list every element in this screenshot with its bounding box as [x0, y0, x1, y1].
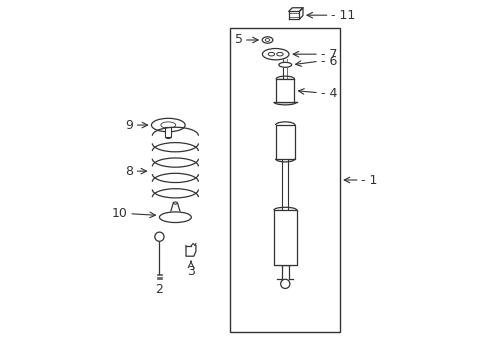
Text: 9: 9 — [125, 118, 133, 131]
Ellipse shape — [173, 202, 177, 204]
Bar — [273, 210, 296, 265]
Text: - 11: - 11 — [331, 9, 355, 22]
Text: - 1: - 1 — [361, 174, 377, 186]
Text: 5: 5 — [234, 33, 242, 46]
Text: 8: 8 — [124, 165, 133, 177]
Ellipse shape — [262, 37, 272, 43]
Ellipse shape — [151, 118, 185, 132]
Text: - 7: - 7 — [320, 48, 337, 61]
Ellipse shape — [262, 49, 288, 60]
Bar — [276, 79, 294, 102]
Ellipse shape — [159, 212, 191, 222]
Text: 3: 3 — [187, 265, 195, 278]
Bar — [275, 125, 294, 159]
Ellipse shape — [278, 62, 291, 67]
Text: - 6: - 6 — [320, 55, 336, 68]
Text: 10: 10 — [111, 207, 127, 220]
Circle shape — [155, 232, 163, 241]
Text: - 4: - 4 — [320, 87, 336, 100]
Text: 2: 2 — [155, 283, 163, 297]
Bar — [165, 127, 171, 137]
Bar — [230, 28, 340, 332]
